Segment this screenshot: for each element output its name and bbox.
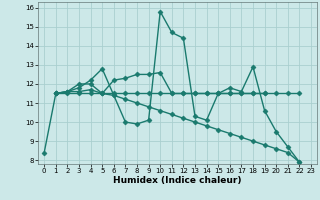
X-axis label: Humidex (Indice chaleur): Humidex (Indice chaleur): [113, 176, 242, 185]
